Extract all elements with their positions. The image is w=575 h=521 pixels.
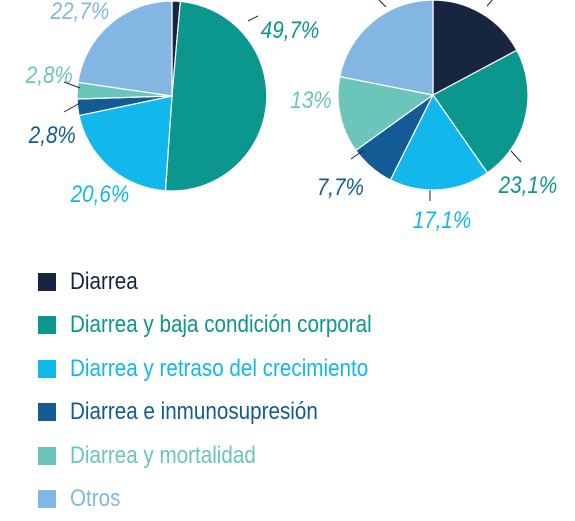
legend-label: Diarrea e inmunosupresión <box>70 398 318 426</box>
slice-value-label: 17,1% <box>413 207 472 234</box>
leader-line <box>379 0 386 7</box>
legend-label: Diarrea y retraso del crecimiento <box>70 355 368 383</box>
legend-item-baja-condicion: Diarrea y baja condición corporal <box>38 304 421 348</box>
slice-value-label: 23,1% <box>498 172 557 199</box>
legend-item-otros: Otros <box>38 478 421 521</box>
legend-label: Diarrea y baja condición corporal <box>70 311 372 339</box>
leader-line <box>487 0 494 6</box>
slice-value-label: 7,7% <box>317 174 364 201</box>
legend-swatch <box>38 316 56 334</box>
pie-slice-2 <box>165 1 266 191</box>
pie-charts: 49,7% 20,6% 2,8% 2,8% 22,7% 23,1% 17,1% 7,7% 13… <box>0 0 575 250</box>
legend-item-retraso: Diarrea y retraso del crecimiento <box>38 347 421 391</box>
legend-item-mortalidad: Diarrea y mortalidad <box>38 434 421 478</box>
slice-value-label: 20,6% <box>70 181 129 208</box>
slice-value-label: 49,7% <box>261 17 320 44</box>
legend-item-inmunosupresion: Diarrea e inmunosupresión <box>38 391 421 435</box>
legend-label: Diarrea y mortalidad <box>70 442 256 470</box>
legend-label: Otros <box>70 485 120 513</box>
slice-value-label: 2,8% <box>25 62 73 89</box>
legend-swatch <box>38 360 56 378</box>
legend-label: Diarrea <box>70 268 138 296</box>
legend-item-diarrea: Diarrea <box>38 260 421 304</box>
slice-value-label: 13% <box>290 87 331 114</box>
leader-line <box>511 151 521 162</box>
legend-swatch <box>38 490 56 508</box>
pie-chart-left: 49,7% 20,6% 2,8% 2,8% 22,7% <box>25 0 319 207</box>
legend-swatch <box>38 403 56 421</box>
slice-value-label: 22,7% <box>50 0 109 24</box>
legend: Diarrea Diarrea y baja condición corpora… <box>38 260 421 521</box>
legend-swatch <box>38 447 56 465</box>
leader-line <box>248 16 258 21</box>
slice-value-label: 2,8% <box>28 122 76 149</box>
pie-chart-right: 23,1% 17,1% 7,7% 13% <box>290 0 557 233</box>
legend-swatch <box>38 273 56 291</box>
